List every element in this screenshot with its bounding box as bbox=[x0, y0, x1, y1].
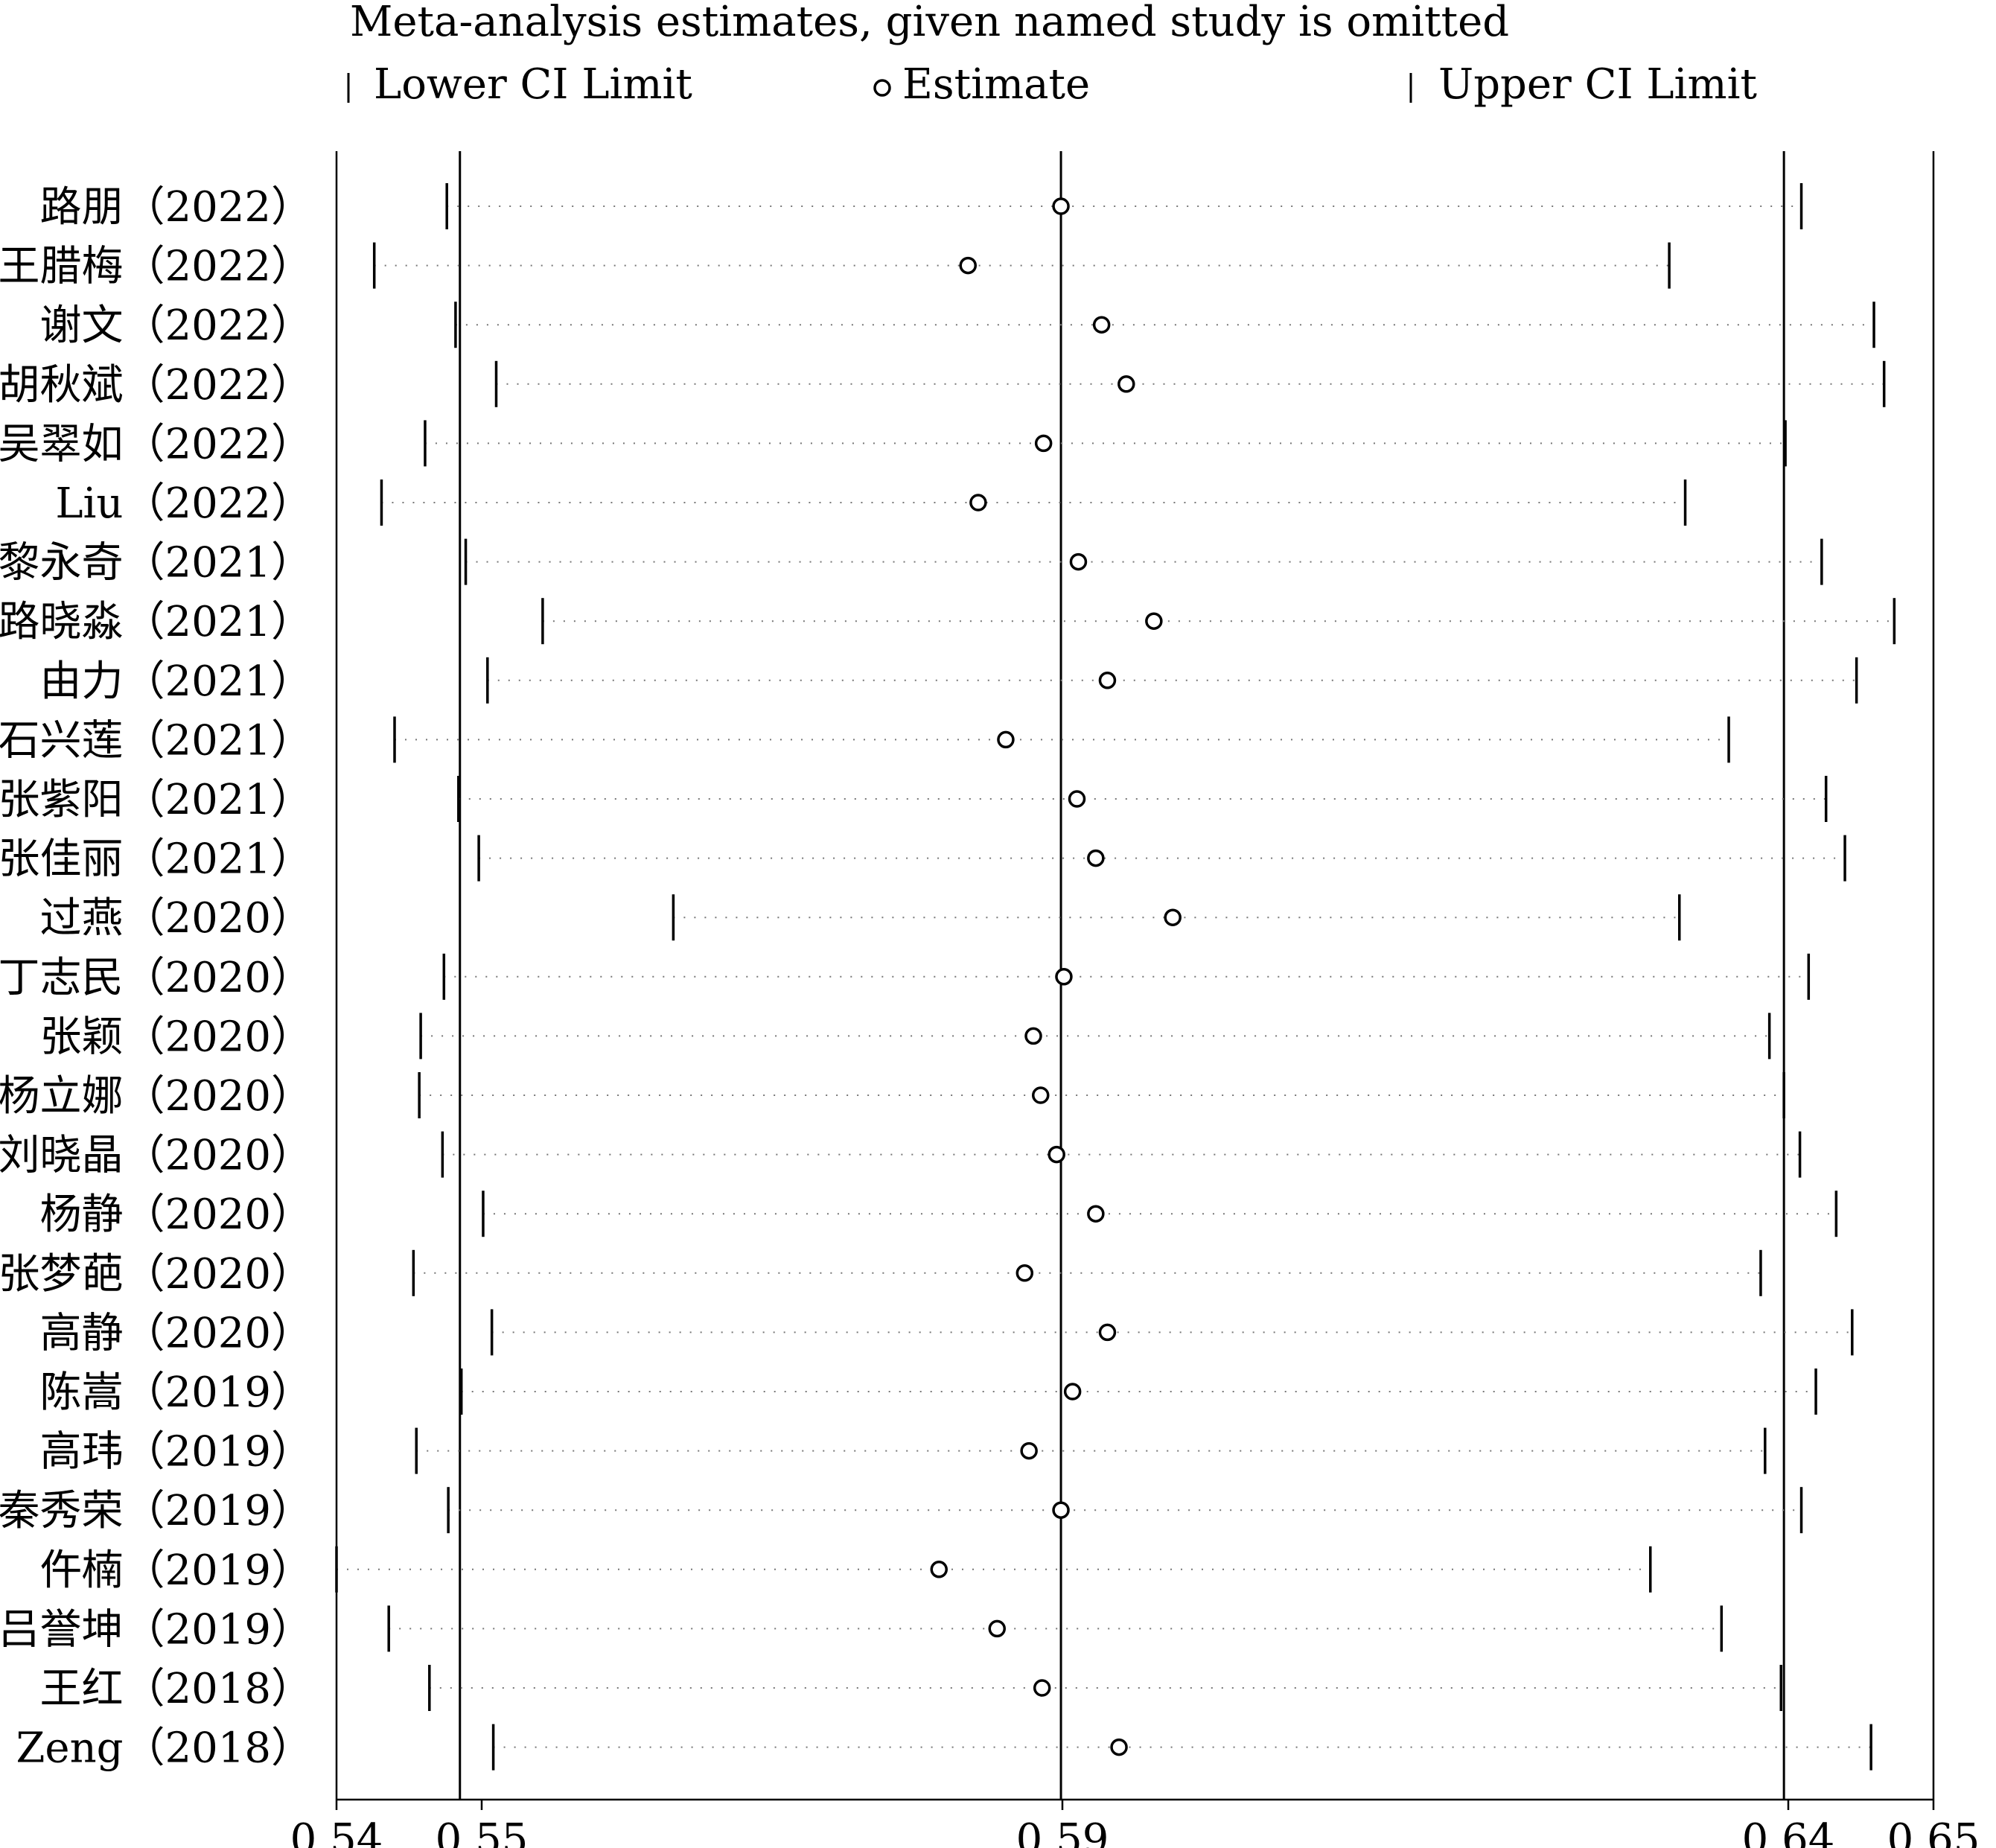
study-label-17: 杨静（2020） bbox=[39, 1191, 313, 1239]
study-label-5: Liu（2022） bbox=[55, 479, 313, 528]
legend-estimate-marker bbox=[873, 79, 891, 97]
estimate-point-9 bbox=[997, 730, 1015, 749]
study-label-9: 石兴莲（2021） bbox=[0, 716, 313, 765]
estimate-point-2 bbox=[1092, 316, 1111, 334]
study-label-4: 吴翠如（2022） bbox=[0, 420, 313, 468]
estimate-point-3 bbox=[1117, 375, 1135, 393]
estimate-point-18 bbox=[1015, 1264, 1034, 1282]
study-label-25: 王红（2018） bbox=[39, 1665, 313, 1713]
estimate-point-14 bbox=[1024, 1027, 1042, 1045]
study-label-15: 杨立娜（2020） bbox=[0, 1072, 313, 1121]
study-label-3: 胡秋斌（2022） bbox=[0, 361, 313, 410]
study-label-23: 仵楠（2019） bbox=[39, 1546, 313, 1595]
study-label-11: 张佳丽（2021） bbox=[0, 835, 313, 884]
legend-lower-label: Lower CI Limit bbox=[374, 60, 692, 109]
plot-area: 0.54 0.55 0.59 0.64 0.65 路朋（2022） 王腊梅（2022） 谢文（… bbox=[0, 151, 1980, 1848]
estimate-point-22 bbox=[1052, 1501, 1070, 1519]
estimate-point-23 bbox=[930, 1561, 948, 1578]
estimate-point-19 bbox=[1098, 1323, 1117, 1342]
study-label-1: 王腊梅（2022） bbox=[0, 243, 313, 291]
estimate-point-16 bbox=[1048, 1145, 1065, 1164]
estimate-point-5 bbox=[969, 494, 987, 512]
chart-title: Meta-analysis estimates, given named stu… bbox=[350, 0, 1509, 46]
study-label-10: 张紫阳（2021） bbox=[0, 776, 313, 824]
estimate-point-26 bbox=[1110, 1738, 1128, 1756]
estimate-point-21 bbox=[1020, 1441, 1038, 1460]
estimate-point-12 bbox=[1164, 908, 1182, 926]
x-tick-label-0: 0.54 bbox=[290, 1815, 383, 1848]
estimate-point-7 bbox=[1145, 612, 1163, 630]
x-tick-label-3: 0.64 bbox=[1742, 1815, 1835, 1848]
study-label-18: 张梦葩（2020） bbox=[0, 1250, 313, 1299]
study-label-2: 谢文（2022） bbox=[39, 302, 313, 350]
estimate-point-25 bbox=[1033, 1679, 1051, 1697]
study-label-7: 路晓淼（2021） bbox=[0, 598, 313, 646]
estimate-point-6 bbox=[1069, 552, 1088, 571]
x-tick-label-4: 0.65 bbox=[1887, 1815, 1980, 1848]
estimate-point-4 bbox=[1034, 434, 1053, 453]
study-label-24: 吕誉坤（2019） bbox=[0, 1605, 313, 1654]
study-label-6: 黎永奇（2021） bbox=[0, 539, 313, 587]
study-label-19: 高静（2020） bbox=[39, 1309, 313, 1357]
study-label-20: 陈嵩（2019） bbox=[39, 1369, 313, 1417]
study-label-13: 丁志民（2020） bbox=[0, 954, 313, 1002]
estimate-point-0 bbox=[1052, 197, 1070, 215]
study-label-12: 过燕（2020） bbox=[39, 894, 313, 943]
estimate-point-10 bbox=[1068, 790, 1086, 808]
study-label-14: 张颖（2020） bbox=[39, 1013, 313, 1061]
legend: Lower CI Limit Estimate Upper CI Limit bbox=[347, 60, 1757, 109]
study-label-0: 路朋（2022） bbox=[39, 183, 313, 232]
study-label-16: 刘晓晶（2020） bbox=[0, 1132, 313, 1180]
estimate-point-8 bbox=[1098, 672, 1117, 689]
estimate-point-17 bbox=[1087, 1205, 1105, 1223]
estimate-point-13 bbox=[1055, 968, 1073, 986]
study-label-21: 高玮（2019） bbox=[39, 1428, 313, 1476]
legend-estimate-label: Estimate bbox=[902, 60, 1090, 109]
x-tick-label-1: 0.55 bbox=[436, 1815, 529, 1848]
study-label-22: 秦秀荣（2019） bbox=[0, 1487, 313, 1535]
estimate-point-11 bbox=[1087, 849, 1105, 867]
x-tick-label-2: 0.59 bbox=[1016, 1815, 1109, 1848]
study-label-26: Zeng（2018） bbox=[16, 1724, 313, 1773]
estimate-point-20 bbox=[1063, 1383, 1082, 1401]
study-label-8: 由力（2021） bbox=[39, 657, 313, 706]
estimate-point-1 bbox=[959, 256, 977, 275]
estimate-point-24 bbox=[988, 1619, 1006, 1638]
legend-upper-label: Upper CI Limit bbox=[1438, 60, 1757, 109]
estimate-point-15 bbox=[1032, 1086, 1050, 1104]
